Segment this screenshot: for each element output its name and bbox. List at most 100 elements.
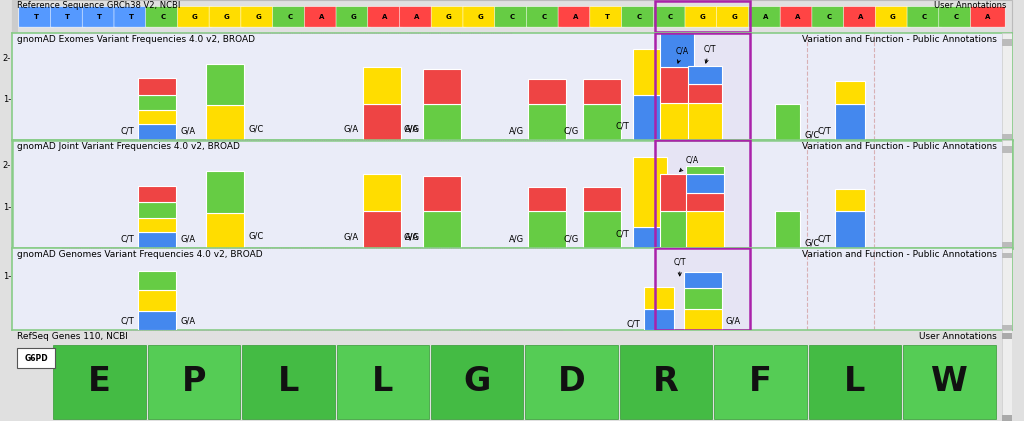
Text: C/T: C/T xyxy=(615,230,629,239)
Bar xyxy=(809,344,901,419)
Bar xyxy=(423,69,461,104)
Bar xyxy=(775,211,801,248)
Bar xyxy=(138,271,176,290)
Bar xyxy=(654,248,750,330)
Text: RefSeq Genes 110, NCBI: RefSeq Genes 110, NCBI xyxy=(17,332,128,341)
Text: T: T xyxy=(129,14,134,20)
FancyBboxPatch shape xyxy=(336,6,371,27)
Text: C: C xyxy=(509,14,515,20)
Bar xyxy=(1001,147,1012,153)
Text: G: G xyxy=(890,14,896,20)
FancyBboxPatch shape xyxy=(431,6,466,27)
Text: L: L xyxy=(845,365,865,398)
Bar xyxy=(684,272,722,288)
Bar xyxy=(206,64,244,105)
Text: G/A: G/A xyxy=(705,185,724,208)
Text: C: C xyxy=(668,14,673,20)
Bar xyxy=(633,227,667,248)
Text: P: P xyxy=(181,365,206,398)
Bar xyxy=(583,187,621,211)
Bar xyxy=(1001,242,1012,248)
Bar xyxy=(654,33,750,140)
Bar xyxy=(206,105,244,140)
Text: G/A: G/A xyxy=(344,125,359,133)
Bar xyxy=(775,104,801,140)
FancyBboxPatch shape xyxy=(463,6,498,27)
Text: C: C xyxy=(826,14,831,20)
Text: A: A xyxy=(985,14,990,20)
Bar xyxy=(528,104,566,140)
Bar xyxy=(53,344,145,419)
Text: C/T: C/T xyxy=(674,257,686,276)
Bar xyxy=(633,157,667,227)
Text: C/T: C/T xyxy=(121,234,134,243)
Bar xyxy=(364,174,401,211)
Bar xyxy=(583,79,621,104)
FancyBboxPatch shape xyxy=(114,6,148,27)
Text: G/A: G/A xyxy=(180,317,196,326)
Text: C/T: C/T xyxy=(817,127,830,136)
FancyBboxPatch shape xyxy=(780,6,815,27)
FancyBboxPatch shape xyxy=(685,6,720,27)
FancyBboxPatch shape xyxy=(939,6,974,27)
Text: G: G xyxy=(255,14,261,20)
Text: A/G: A/G xyxy=(406,125,420,133)
FancyBboxPatch shape xyxy=(399,6,434,27)
Bar xyxy=(659,174,693,210)
Bar xyxy=(644,309,674,330)
Text: gnomAD Exomes Variant Frequencies 4.0 v2, BROAD: gnomAD Exomes Variant Frequencies 4.0 v2… xyxy=(17,35,255,44)
Bar xyxy=(1001,253,1012,258)
Bar xyxy=(835,81,865,104)
Text: gnomAD Genomes Variant Frequencies 4.0 v2, BROAD: gnomAD Genomes Variant Frequencies 4.0 v… xyxy=(17,250,263,259)
Text: User Annotations: User Annotations xyxy=(919,332,996,341)
Text: G/C: G/C xyxy=(248,124,263,133)
Text: G/A: G/A xyxy=(726,317,740,326)
Text: W: W xyxy=(931,365,968,398)
Text: A: A xyxy=(572,14,579,20)
Bar xyxy=(206,213,244,248)
Text: G: G xyxy=(350,14,356,20)
Text: G/C: G/C xyxy=(805,238,819,247)
Text: G: G xyxy=(223,14,229,20)
Bar xyxy=(431,344,523,419)
FancyBboxPatch shape xyxy=(558,6,593,27)
Text: C: C xyxy=(922,14,927,20)
FancyBboxPatch shape xyxy=(526,6,561,27)
Text: C/T: C/T xyxy=(703,45,716,63)
Bar xyxy=(835,104,865,140)
Text: R: R xyxy=(653,365,679,398)
Bar xyxy=(1001,415,1012,421)
Text: F: F xyxy=(750,365,772,398)
Bar xyxy=(138,203,176,218)
Text: C/A: C/A xyxy=(680,156,698,171)
Bar xyxy=(1001,133,1012,140)
Text: A: A xyxy=(858,14,863,20)
Bar xyxy=(1001,40,1012,46)
Text: L: L xyxy=(278,365,299,398)
Text: T: T xyxy=(34,14,39,20)
FancyBboxPatch shape xyxy=(145,6,180,27)
Bar xyxy=(654,140,750,248)
Bar xyxy=(659,67,693,103)
Text: G/A: G/A xyxy=(344,232,359,241)
Text: C: C xyxy=(636,14,641,20)
Bar xyxy=(903,344,995,419)
Bar xyxy=(633,95,667,140)
Bar xyxy=(686,174,724,193)
Text: C: C xyxy=(953,14,958,20)
Text: G: G xyxy=(191,14,198,20)
Bar xyxy=(1001,140,1012,248)
FancyBboxPatch shape xyxy=(590,6,625,27)
Bar xyxy=(138,110,176,124)
FancyBboxPatch shape xyxy=(876,6,910,27)
FancyBboxPatch shape xyxy=(209,6,244,27)
FancyBboxPatch shape xyxy=(971,6,1006,27)
Bar xyxy=(659,210,693,248)
Text: Variation and Function - Public Annotations: Variation and Function - Public Annotati… xyxy=(802,142,996,151)
Bar xyxy=(686,166,724,174)
Bar xyxy=(138,186,176,203)
Text: Reference Sequence GRCh38 V2, NCBI: Reference Sequence GRCh38 V2, NCBI xyxy=(17,1,180,10)
Bar xyxy=(138,78,176,95)
Bar xyxy=(528,79,566,104)
Text: A: A xyxy=(318,14,325,20)
